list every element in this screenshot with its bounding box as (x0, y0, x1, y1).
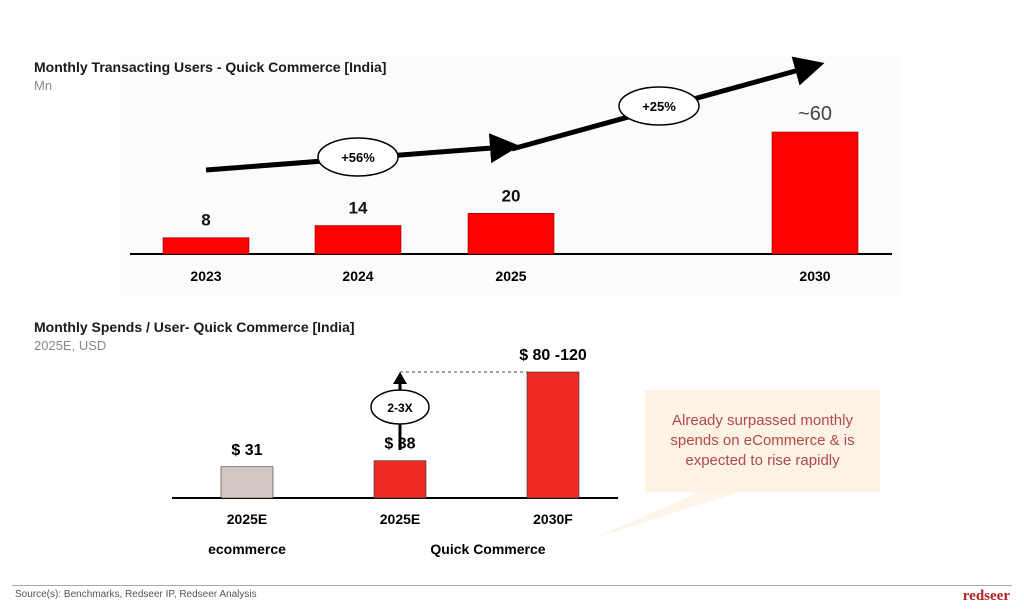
spend-bar-0 (220, 466, 274, 499)
growth-bubble-1 (317, 137, 399, 177)
group-label-ecommerce: ecommerce (208, 541, 286, 557)
spend-label-2: $ 80 -120 (519, 347, 587, 364)
spend-bar-1 (373, 460, 427, 499)
chart1-title: Monthly Transacting Users - Quick Commer… (34, 59, 387, 75)
group-label-quick-commerce: Quick Commerce (430, 541, 545, 557)
spend-x-tick-2: 2030F (533, 511, 573, 527)
callout-box: Already surpassed monthly spends on eCom… (645, 390, 880, 492)
redseer-logo: redseer (962, 588, 1010, 604)
spend-label-0: $ 31 (231, 442, 262, 459)
spend-x-tick-0: 2025E (227, 511, 267, 527)
multiplier-bubble (370, 389, 430, 425)
x-tick-2023: 2023 (190, 268, 221, 284)
chart1-subtitle: Mn (34, 78, 53, 93)
source-note: Source(s): Benchmarks, Redseer IP, Redse… (15, 589, 257, 600)
chart2-subtitle: 2025E, USD (34, 338, 107, 353)
data-label-2024: 14 (349, 199, 368, 218)
callout-text: Already surpassed monthly spends on eCom… (670, 412, 855, 469)
data-label-2030: ~60 (798, 103, 832, 125)
growth-bubble-2 (618, 86, 700, 126)
x-tick-2024: 2024 (342, 268, 373, 284)
chart1-svg: 8 2023 14 2024 20 2025 ~60 2030 +56% +25% (130, 56, 892, 284)
footer-divider (12, 585, 1012, 586)
x-tick-2030: 2030 (799, 268, 830, 284)
growth-label-1: +56% (341, 150, 375, 165)
bar-2023 (162, 237, 250, 255)
multiplier-label: 2-3X (387, 401, 412, 415)
x-tick-2025: 2025 (495, 268, 526, 284)
callout-pointer (594, 492, 740, 538)
spend-x-tick-1: 2025E (380, 511, 420, 527)
spend-bar-2 (526, 371, 580, 499)
data-label-2023: 8 (201, 211, 210, 230)
chart2-title: Monthly Spends / User- Quick Commerce [I… (34, 319, 355, 335)
bar-2025 (467, 213, 555, 255)
bar-2024 (314, 225, 402, 255)
bar-2030 (771, 131, 859, 255)
arrow-head-icon (393, 372, 407, 384)
data-label-2025: 20 (502, 186, 521, 205)
growth-label-2: +25% (642, 99, 676, 114)
